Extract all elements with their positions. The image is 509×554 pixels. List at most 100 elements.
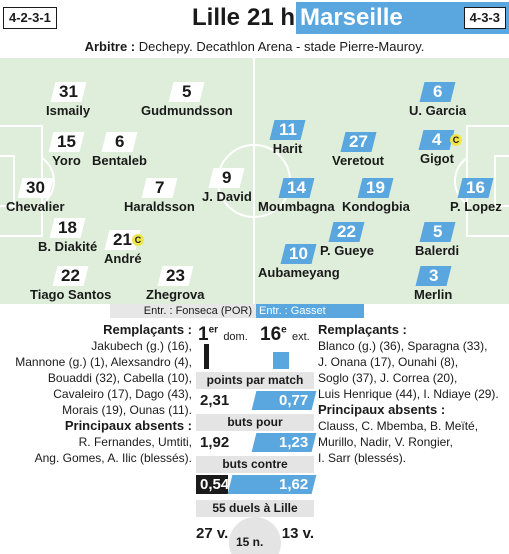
away-subs-title: Remplaçants : (318, 322, 407, 337)
home-player-name: Haraldsson (124, 199, 195, 214)
away-player-name: P. Lopez (450, 199, 502, 214)
home-player: 30 Chevalier (6, 178, 65, 214)
kickoff-time: 21 h (246, 2, 296, 34)
stat-title: buts pour (196, 414, 314, 431)
stat-home-value: 1,92 (200, 434, 230, 451)
home-player-number: 31 (50, 82, 87, 102)
away-team-name: Marseille (300, 4, 403, 31)
home-player-name: Zhegrova (146, 287, 205, 302)
stat-home-value: 0,54 (196, 475, 229, 494)
stat-row: 0,54 1,62 (196, 473, 317, 498)
stat-home-value: 2,31 (200, 392, 230, 409)
home-player: 6 Bentaleb (92, 132, 147, 168)
home-player: 23 Zhegrova (146, 266, 205, 302)
home-player-name: Tiago Santos (30, 287, 112, 302)
away-player-number: 3 (415, 266, 452, 286)
home-player-number: 18 (49, 218, 86, 238)
home-player-name: B. Diakité (38, 239, 98, 254)
away-player-number: 19 (357, 178, 394, 198)
home-subs-title: Remplaçants : (103, 322, 192, 337)
away-player-name: Merlin (414, 287, 453, 302)
home-rank: 1er dom. (198, 324, 248, 345)
home-player: 18 B. Diakité (38, 218, 97, 254)
ranking-row: 1er dom. 16e ext. (196, 322, 314, 372)
home-player-number: 23 (157, 266, 194, 286)
home-player-number: 6 (101, 132, 138, 152)
home-subs-line: Cavaleiro (17), Dago (43), (53, 387, 192, 401)
home-player-name: J. David (202, 189, 252, 204)
duels-row: 27 v. 15 n. 13 v. (196, 517, 314, 554)
away-player-name: U. Garcia (409, 103, 467, 118)
home-player-number: 9 (208, 168, 245, 188)
stat-row: 2,31 0,77 (196, 389, 317, 414)
home-player-number: 30 (17, 178, 54, 198)
duels-away-wins: 13 v. (281, 525, 314, 542)
home-player-number: 15 (48, 132, 85, 152)
referee-label: Arbitre : (84, 39, 136, 54)
home-rank-bar (204, 344, 209, 369)
away-player: 6 U. Garcia (409, 82, 466, 118)
stat-away-value: 0,77 (251, 391, 317, 410)
away-player-name: Harit (272, 141, 303, 156)
away-substitutes: Remplaçants : Blanco (g.) (36), Sparagna… (318, 322, 509, 466)
away-player-number: 6 (419, 82, 456, 102)
away-player: 5 Balerdi (415, 222, 459, 258)
home-subs-line: Bouaddi (32), Cabella (10), (47, 371, 192, 385)
home-absents-line: Ang. Gomes, A. Ilic (blessés). (34, 451, 192, 465)
away-player-number: 16 (457, 178, 494, 198)
home-player-name: Chevalier (6, 199, 65, 214)
away-player-name: Moumbagna (258, 199, 335, 214)
stat-row: 1,92 1,23 (196, 431, 317, 456)
away-absents-title: Principaux absents : (318, 402, 446, 417)
away-player-number: 5 (419, 222, 456, 242)
away-player-name: Aubameyang (258, 265, 340, 280)
home-player-name: André (104, 251, 142, 266)
stat-title: buts contre (196, 456, 314, 473)
away-player: 4 Gigot C (418, 130, 462, 166)
away-player-name: Veretout (332, 153, 385, 168)
duels-home-wins: 27 v. (196, 525, 229, 542)
home-absents-title: Principaux absents : (64, 418, 192, 433)
home-subs-line: Jakubech (g.) (16), (91, 339, 192, 353)
referee-line: Arbitre : Dechepy. Decathlon Arena - sta… (0, 38, 509, 56)
away-player-number: 22 (328, 222, 365, 242)
home-formation: 4-2-3-1 (3, 7, 57, 29)
away-player: 3 Merlin (414, 266, 452, 302)
home-player: 21 André C (104, 230, 144, 266)
pitch: 31 Ismaily 5 Gudmundsson 15 Yoro 6 Benta… (0, 58, 509, 304)
home-player-name: Gudmundsson (141, 103, 233, 118)
away-absents-line: I. Sarr (blessés). (318, 451, 407, 465)
away-player: 27 Veretout (332, 132, 384, 168)
duels-draws: 15 n. (236, 535, 264, 549)
home-player: 22 Tiago Santos (30, 266, 111, 302)
away-rank: 16e ext. (260, 324, 310, 345)
away-subs-line: Soglo (37), J. Correa (20), (318, 371, 458, 385)
home-player-number: 7 (141, 178, 178, 198)
away-player-name: Gigot (420, 151, 454, 166)
home-player: 7 Haraldsson (124, 178, 195, 214)
home-coach: Entr. : Fonseca (POR) (110, 304, 256, 318)
away-player-number: 10 (280, 244, 317, 264)
away-player-number: 27 (340, 132, 376, 152)
referee-text: Dechepy. Decathlon Arena - stade Pierre-… (138, 39, 425, 54)
home-player-number: 5 (168, 82, 205, 102)
away-coach: Entr. : Gasset (256, 304, 364, 318)
captain-badge: C (132, 234, 144, 246)
stat-away-value: 1,62 (227, 475, 317, 494)
away-subs-line: Luis Henrique (44), I. Ndiaye (29). (318, 387, 499, 401)
captain-badge: C (450, 134, 462, 146)
home-player-number: 22 (52, 266, 89, 286)
away-player-name: P. Gueye (320, 243, 374, 258)
away-rank-bar (273, 352, 289, 369)
away-absents-line: Clauss, C. Mbemba, B. Meïté, (318, 419, 479, 433)
home-player-name: Yoro (52, 153, 81, 168)
home-player: 5 Gudmundsson (141, 82, 233, 118)
home-team-name: Lille (191, 4, 240, 31)
away-player: 10 Aubameyang (258, 244, 340, 280)
away-subs-line: Blanco (g.) (36), Sparagna (33), (318, 339, 488, 353)
stats-panel: 1er dom. 16e ext. points par match 2,31 … (196, 322, 317, 554)
away-player-number: 11 (269, 120, 306, 140)
home-subs-line: Mannone (g.) (1), Alexsandro (4), (15, 355, 192, 369)
duels-circle (229, 517, 281, 554)
home-player-name: Ismaily (46, 103, 91, 118)
